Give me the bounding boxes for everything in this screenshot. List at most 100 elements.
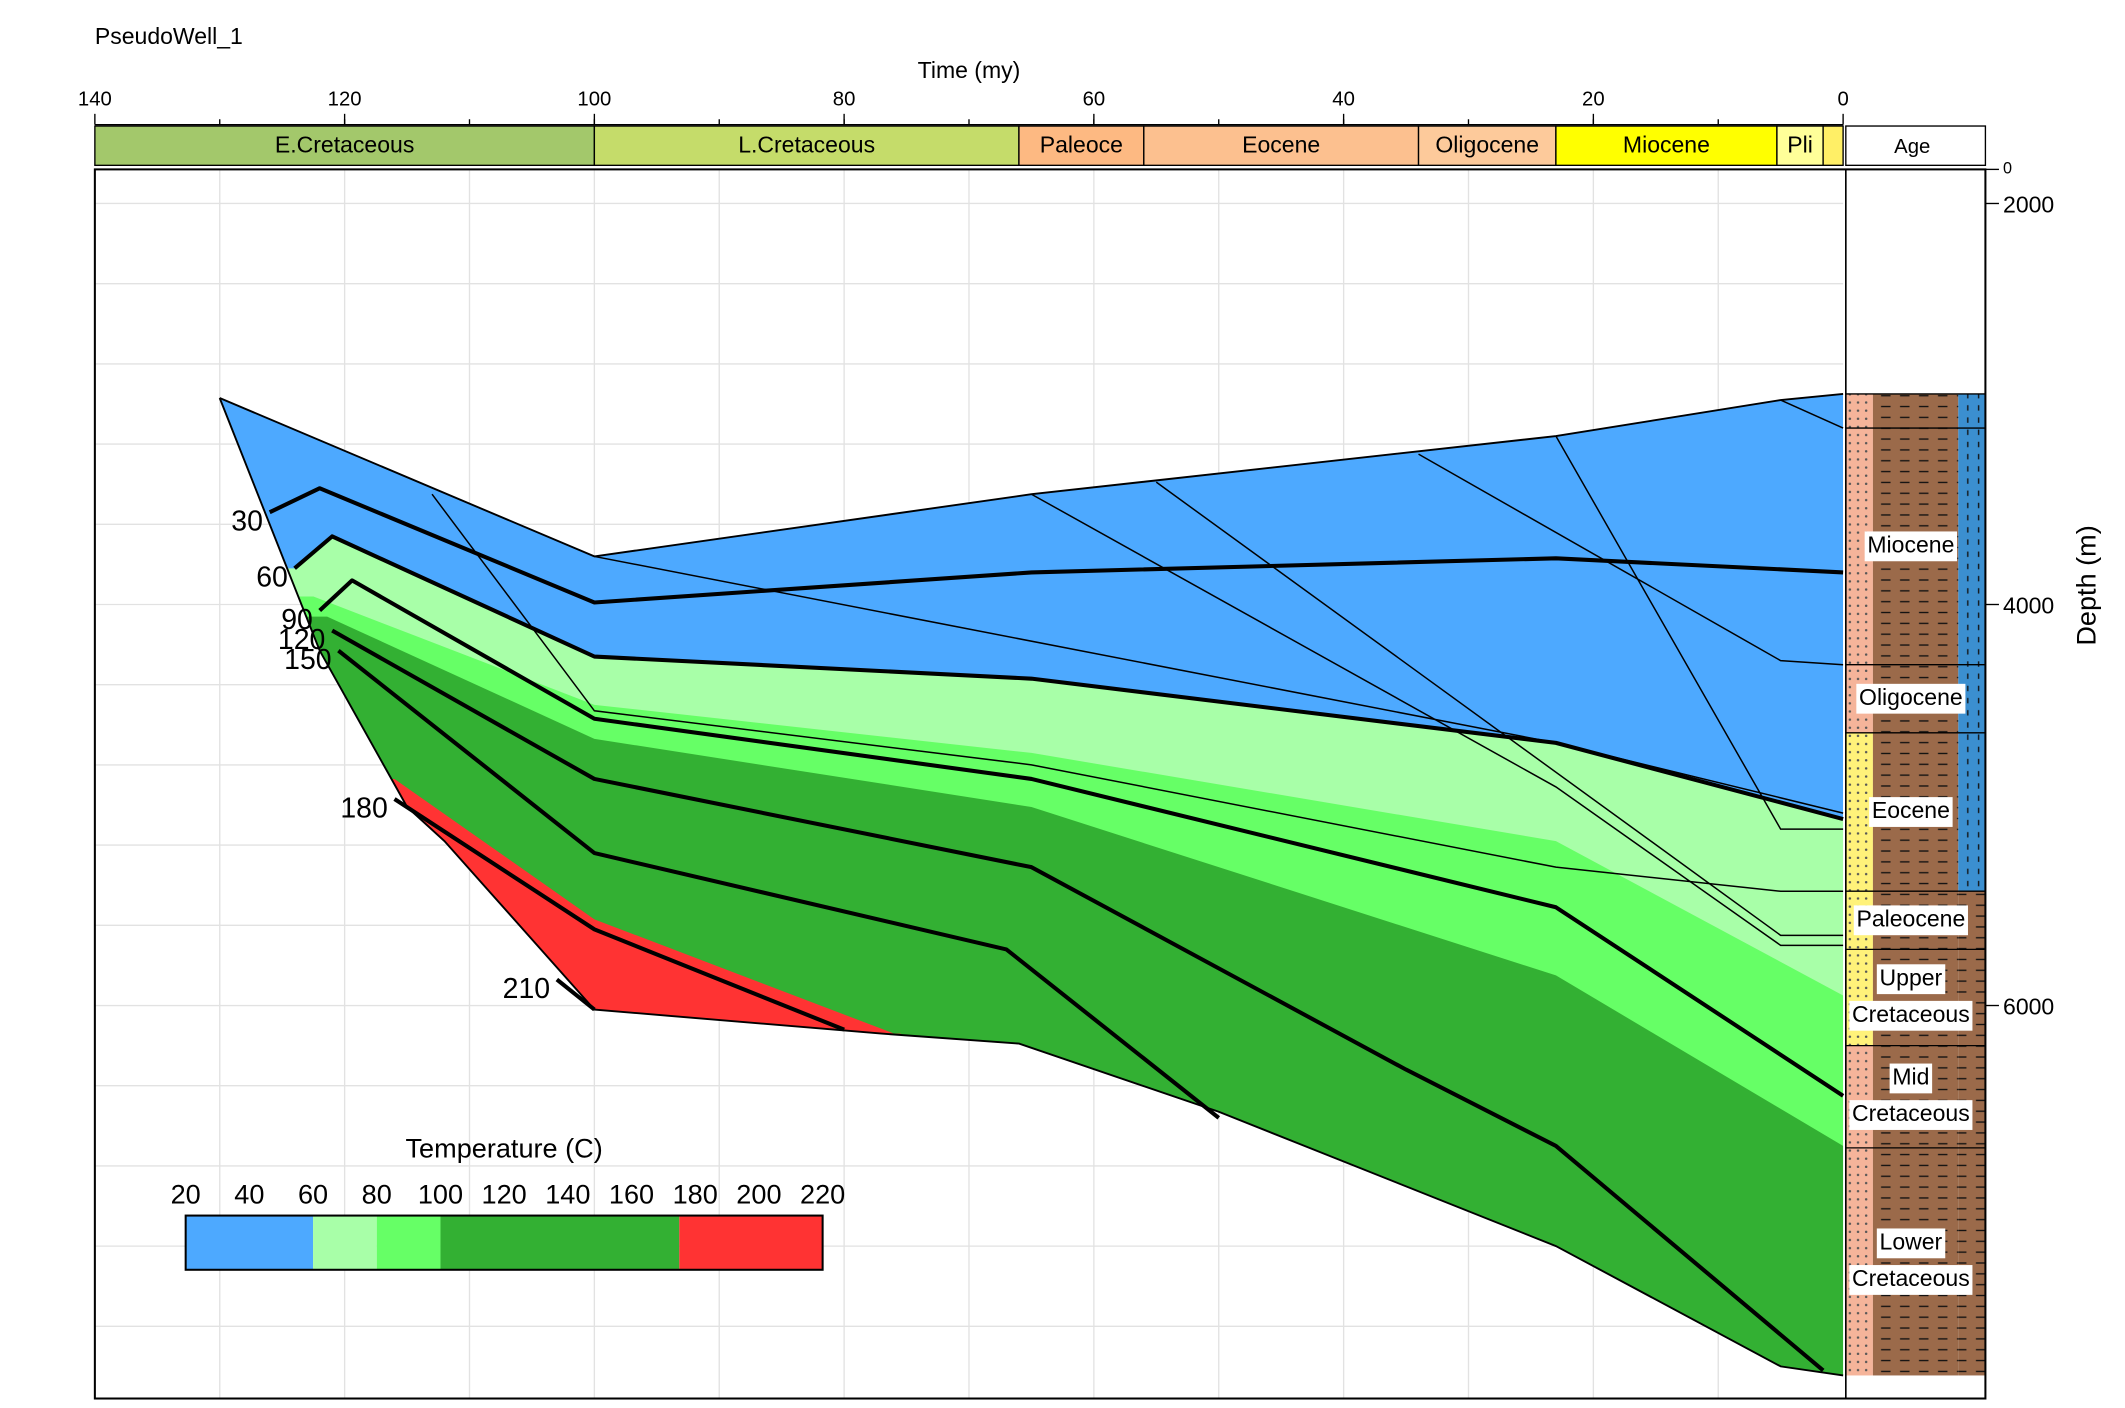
y-tick-label: 2000 [2003, 191, 2054, 217]
legend-tick-label: 220 [800, 1179, 845, 1210]
horizon-line [1155, 481, 1844, 937]
lithology-pattern [1958, 428, 1986, 665]
isotherm-label: 180 [340, 792, 387, 824]
period-label: E.Cretaceous [275, 131, 414, 157]
formation-label: Upper [1880, 964, 1943, 990]
lithology-pattern [1845, 949, 1873, 1046]
formation-label: Cretaceous [1852, 1001, 1970, 1027]
formation-label-bg [1876, 1228, 1946, 1259]
formation-label: Cretaceous [1852, 1265, 1970, 1291]
period-label: Pli [1787, 131, 1813, 157]
legend-tick-label: 180 [673, 1179, 718, 1210]
lithology-pattern [1872, 1147, 1959, 1376]
x-tick-label: 80 [833, 89, 856, 111]
formation-label: Paleocene [1856, 905, 1965, 931]
horizon-line [1418, 453, 1844, 666]
lithology-pattern [1958, 1147, 1986, 1376]
period-label: Oligocene [1435, 131, 1539, 157]
lithology-pattern [1958, 949, 1986, 1046]
formation-label-bg [1876, 964, 1946, 995]
legend-swatch [440, 1215, 680, 1270]
legend-tick-label: 140 [545, 1179, 590, 1210]
x-axis-title: Time (my) [918, 57, 1021, 83]
section-base [218, 397, 1844, 1377]
period-cell [1776, 125, 1824, 167]
y-axis-title: Depth (m) [2071, 525, 2102, 645]
plot-frame [93, 168, 1987, 1400]
period-label: Paleoce [1040, 131, 1123, 157]
isotherm [268, 486, 1844, 605]
lithology-pattern [1872, 1045, 1959, 1148]
legend-frame [184, 1214, 824, 1271]
x-tick-label: 120 [328, 89, 362, 111]
horizon-line [1780, 399, 1844, 429]
lithology-pattern [1845, 1045, 1873, 1148]
lithology-pattern [1845, 1147, 1873, 1376]
chart-title: PseudoWell_1 [95, 23, 243, 49]
horizon-line [1555, 435, 1844, 830]
formation-label-bg [1856, 683, 1966, 714]
lithology-pattern [1958, 732, 1986, 892]
lithology-pattern [1872, 393, 1959, 429]
formation-label-bg [1889, 1063, 1933, 1094]
age-header: Age [1894, 136, 1930, 158]
lithology-pattern [1958, 1045, 1986, 1148]
formation-label-bg [1849, 1000, 1973, 1031]
x-tick-label: 140 [78, 89, 112, 111]
formation-label: Miocene [1867, 531, 1954, 557]
isotherm [337, 649, 1221, 1120]
legend-swatch [313, 1215, 377, 1270]
formation-label: Lower [1880, 1228, 1943, 1254]
x-tick-label: 20 [1582, 89, 1605, 111]
legend-swatch [185, 1215, 314, 1270]
isotherm [293, 534, 1844, 822]
legend-swatch [376, 1215, 441, 1270]
isotherm-label: 90 [281, 604, 313, 636]
isotherm [555, 977, 596, 1012]
formation-label: Eocene [1872, 797, 1950, 823]
isotherm [393, 797, 845, 1032]
period-cell [1018, 125, 1145, 167]
y-tick-label: 6000 [2003, 993, 2054, 1019]
age-header-cell [1845, 125, 1987, 167]
x-tick-label: 60 [1083, 89, 1106, 111]
lithology-pattern [1845, 732, 1873, 892]
period-label: Eocene [1242, 131, 1320, 157]
formation-label: Oligocene [1859, 684, 1963, 710]
period-cell [1417, 125, 1557, 167]
isotherm-label: 120 [278, 624, 325, 656]
period-label: L.Cretaceous [738, 131, 875, 157]
isotherm-label: 150 [284, 644, 331, 676]
x-tick-label: 40 [1332, 89, 1355, 111]
horizon-line [1031, 493, 1844, 947]
formation-label: Cretaceous [1852, 1100, 1970, 1126]
formation-label-bg [1849, 1265, 1973, 1295]
legend-tick-label: 20 [171, 1179, 201, 1210]
period-label: Miocene [1623, 131, 1710, 157]
legend-tick-label: 80 [362, 1179, 392, 1210]
formation-label-bg [1869, 797, 1953, 827]
legend-title: Temperature (C) [406, 1133, 603, 1164]
period-cell [593, 125, 1020, 167]
legend-tick-label: 120 [482, 1179, 527, 1210]
y-axis-top-label: 0 [2003, 160, 2012, 178]
isotherm [331, 628, 1825, 1373]
formation-label-bg [1853, 905, 1968, 936]
formation-label-bg [1864, 531, 1958, 562]
lithology-pattern [1958, 393, 1986, 429]
x-tick-label: 0 [1837, 89, 1848, 111]
isotherm-label: 30 [231, 506, 263, 538]
section-top [219, 392, 1844, 558]
legend-swatch [679, 1215, 823, 1270]
lithology-pattern [1845, 393, 1873, 429]
legend-tick-label: 100 [418, 1179, 463, 1210]
isotherm-label: 60 [256, 562, 288, 594]
legend-tick-label: 200 [736, 1179, 781, 1210]
horizon-line [431, 493, 1844, 893]
y-tick-label: 4000 [2003, 592, 2054, 618]
isotherm-label: 210 [503, 973, 550, 1005]
legend-tick-label: 60 [298, 1179, 328, 1210]
formation-label-bg [1849, 1100, 1973, 1130]
legend-tick-label: 40 [234, 1179, 264, 1210]
